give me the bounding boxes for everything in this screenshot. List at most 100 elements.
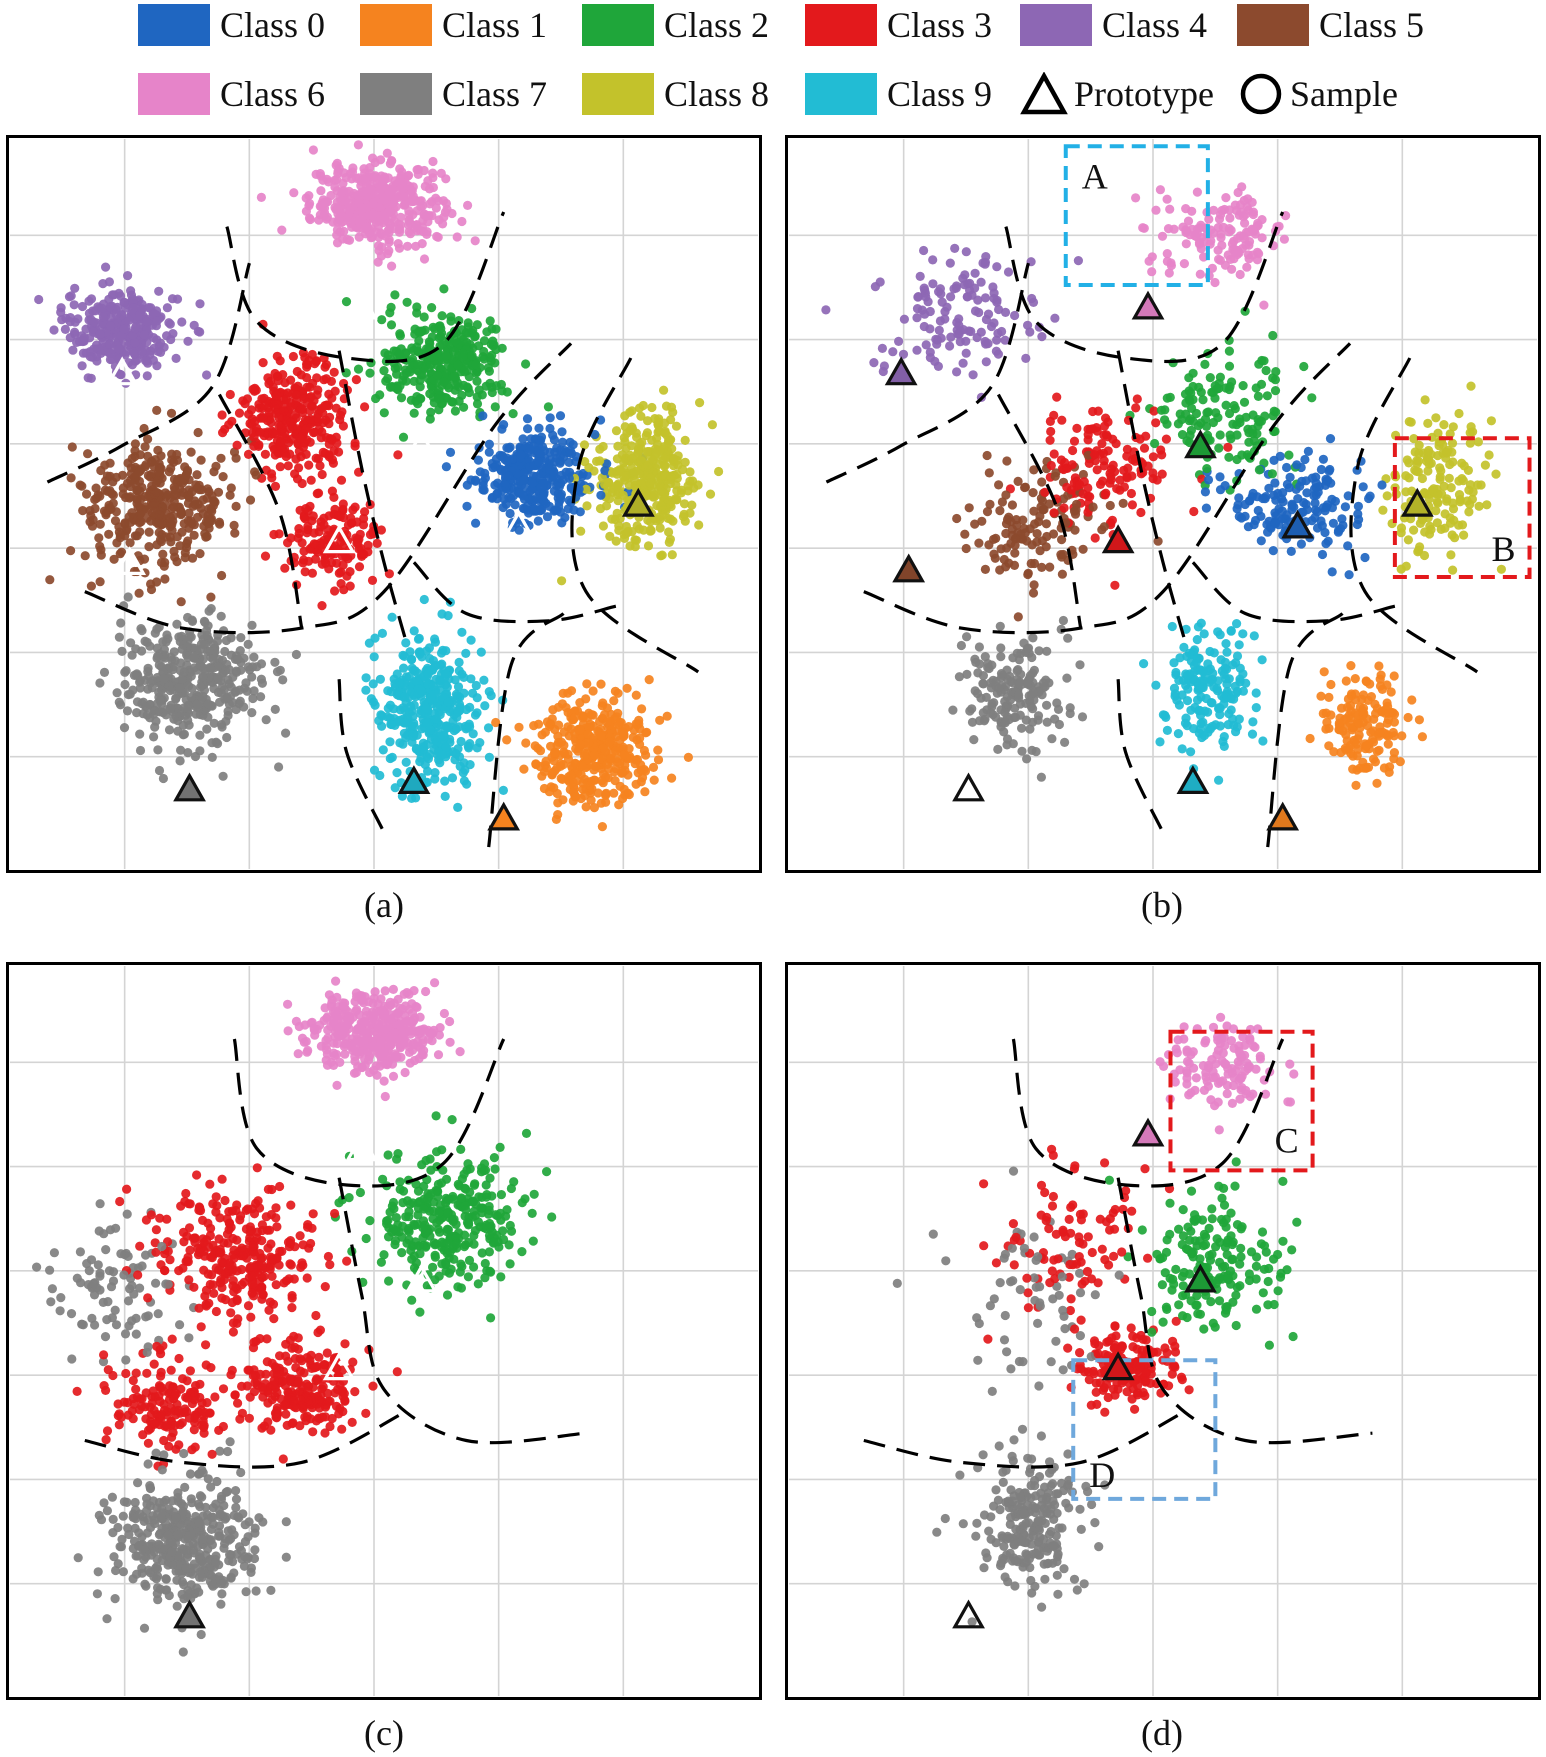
sample-point-class-4 bbox=[980, 293, 991, 303]
sample-point-class-6 bbox=[1179, 259, 1189, 269]
sample-point-class-7 bbox=[216, 611, 226, 621]
sample-point-class-0 bbox=[1353, 501, 1363, 511]
sample-point-class-2 bbox=[381, 376, 391, 386]
sample-point-class-0 bbox=[526, 434, 536, 444]
sample-point-class-1 bbox=[1363, 762, 1374, 773]
sample-point-class-8 bbox=[1448, 422, 1458, 432]
sample-point-class-6 bbox=[376, 171, 386, 181]
sample-point-class-5 bbox=[139, 554, 150, 564]
sample-point-class-6 bbox=[384, 224, 395, 234]
sample-point-class-9 bbox=[1192, 635, 1202, 645]
sample-point-class-4 bbox=[177, 317, 187, 327]
sample-point-class-5 bbox=[143, 434, 153, 444]
sample-point-class-1 bbox=[606, 753, 616, 763]
sample-point-class-7 bbox=[112, 688, 122, 698]
sample-point-class-7 bbox=[128, 685, 138, 695]
sample-point-class-0 bbox=[1292, 460, 1302, 470]
sample-point-class-9 bbox=[472, 743, 482, 753]
sample-point-class-3 bbox=[322, 433, 332, 443]
sample-point-class-3 bbox=[279, 406, 289, 416]
sample-point-class-3 bbox=[328, 458, 338, 468]
sample-point-class-2 bbox=[1224, 452, 1234, 462]
sample-point-class-6 bbox=[392, 193, 403, 203]
sample-point-class-0 bbox=[1268, 546, 1278, 556]
sample-point-class-1 bbox=[1348, 764, 1358, 774]
sample-point-class-9 bbox=[440, 669, 450, 679]
sample-point-class-2 bbox=[478, 352, 488, 362]
sample-point-class-6 bbox=[1195, 269, 1205, 279]
sample-point-class-2 bbox=[543, 402, 554, 412]
sample-point-class-8 bbox=[1466, 381, 1476, 391]
sample-point-class-6 bbox=[1192, 187, 1202, 197]
sample-point-class-0 bbox=[470, 476, 481, 486]
sample-point-class-6 bbox=[1187, 206, 1197, 216]
prototype-triangle-class-5 bbox=[113, 546, 147, 575]
sample-point-class-9 bbox=[428, 681, 438, 691]
sample-point-class-3 bbox=[246, 405, 257, 415]
sample-point-class-3 bbox=[1083, 435, 1093, 445]
sample-point-class-7 bbox=[179, 703, 189, 713]
prototype-triangle-class-8 bbox=[621, 487, 655, 517]
sample-point-class-7 bbox=[1002, 734, 1013, 744]
sample-point-class-1 bbox=[584, 738, 594, 748]
sample-point-class-1 bbox=[639, 745, 650, 756]
sample-point-class-5 bbox=[193, 512, 203, 522]
sample-point-class-9 bbox=[465, 722, 475, 732]
sample-point-class-0 bbox=[1352, 465, 1362, 475]
legend-swatch bbox=[1237, 4, 1309, 46]
sample-point-class-6 bbox=[330, 175, 340, 185]
sample-point-class-2 bbox=[470, 332, 480, 342]
sample-point-class-3 bbox=[1059, 503, 1069, 513]
sample-point-class-8 bbox=[582, 501, 592, 511]
sample-point-class-1 bbox=[655, 715, 665, 725]
sample-point-class-4 bbox=[154, 286, 164, 296]
sample-point-class-9 bbox=[1238, 686, 1248, 696]
sample-point-class-5 bbox=[1050, 471, 1060, 481]
sample-point-class-3 bbox=[321, 374, 331, 384]
sample-point-class-7 bbox=[1000, 718, 1010, 728]
sample-point-class-1 bbox=[566, 770, 576, 780]
sample-point-class-6 bbox=[391, 202, 401, 212]
sample-point-class-6 bbox=[380, 231, 390, 241]
sample-point-class-3 bbox=[1099, 421, 1110, 431]
sample-point-class-5 bbox=[216, 453, 226, 463]
prototype-triangle-class-7 bbox=[173, 772, 206, 802]
sample-point-class-5 bbox=[183, 498, 193, 508]
sample-point-class-8 bbox=[665, 534, 676, 544]
sample-point-class-9 bbox=[394, 715, 405, 726]
sample-point-class-7 bbox=[206, 604, 216, 614]
sample-point-class-7 bbox=[247, 672, 257, 682]
sample-point-class-2 bbox=[415, 382, 425, 392]
sample-point-class-8 bbox=[666, 402, 677, 412]
sample-point-class-0 bbox=[536, 483, 546, 493]
sample-point-class-8 bbox=[1464, 507, 1474, 517]
sample-point-class-0 bbox=[1353, 509, 1363, 519]
sample-point-class-8 bbox=[1417, 473, 1427, 484]
sample-point-class-8 bbox=[1401, 487, 1411, 497]
sample-point-class-0 bbox=[1269, 455, 1279, 465]
sample-point-class-4 bbox=[992, 262, 1002, 272]
sample-point-class-4 bbox=[95, 329, 105, 339]
sample-point-class-4 bbox=[164, 318, 174, 328]
sample-point-class-3 bbox=[317, 469, 327, 480]
sample-point-class-9 bbox=[1221, 639, 1231, 649]
sample-point-class-5 bbox=[1057, 535, 1067, 545]
sample-point-class-5 bbox=[217, 570, 227, 581]
sample-point-class-5 bbox=[1041, 519, 1051, 529]
sample-point-class-5 bbox=[984, 468, 994, 478]
sample-point-class-8 bbox=[1382, 491, 1392, 501]
sample-point-class-9 bbox=[447, 773, 458, 783]
sample-point-class-8 bbox=[695, 398, 705, 408]
sample-point-class-0 bbox=[478, 485, 488, 495]
sample-point-class-4 bbox=[928, 279, 938, 289]
sample-point-class-6 bbox=[1185, 230, 1195, 240]
sample-point-class-3 bbox=[281, 394, 291, 404]
sample-point-class-5 bbox=[206, 592, 216, 602]
sample-point-class-3 bbox=[280, 563, 290, 573]
sample-point-class-8 bbox=[1496, 564, 1506, 574]
sample-point-class-6 bbox=[457, 216, 467, 227]
sample-point-class-7 bbox=[209, 718, 219, 728]
sample-point-class-9 bbox=[406, 655, 417, 665]
sample-point-class-5 bbox=[1010, 548, 1020, 558]
sample-point-class-7 bbox=[175, 756, 185, 766]
